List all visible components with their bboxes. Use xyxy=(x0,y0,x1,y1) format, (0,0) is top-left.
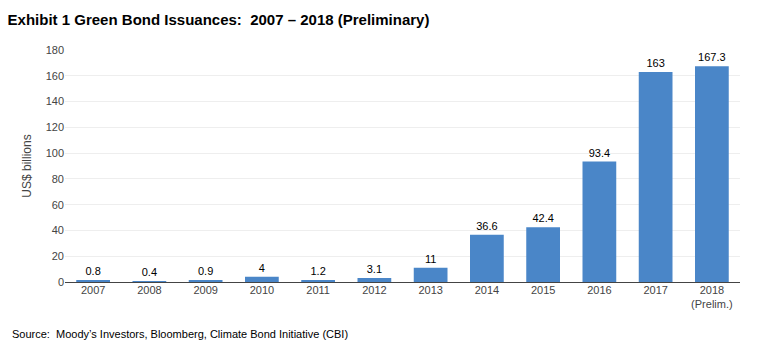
svg-text:2017: 2017 xyxy=(643,284,667,296)
svg-text:167.3: 167.3 xyxy=(698,51,726,63)
svg-text:2013: 2013 xyxy=(418,284,442,296)
svg-text:0: 0 xyxy=(58,276,64,288)
svg-text:20: 20 xyxy=(52,250,64,262)
svg-text:3.1: 3.1 xyxy=(367,263,382,275)
svg-text:120: 120 xyxy=(46,121,64,133)
svg-text:2010: 2010 xyxy=(250,284,274,296)
svg-text:2015: 2015 xyxy=(531,284,555,296)
svg-text:2014: 2014 xyxy=(475,284,499,296)
svg-text:4: 4 xyxy=(259,262,265,274)
svg-text:93.4: 93.4 xyxy=(589,147,610,159)
svg-text:2009: 2009 xyxy=(193,284,217,296)
svg-text:140: 140 xyxy=(46,95,64,107)
svg-text:80: 80 xyxy=(52,173,64,185)
svg-text:11: 11 xyxy=(425,253,436,265)
svg-text:40: 40 xyxy=(52,224,64,236)
svg-text:2012: 2012 xyxy=(362,284,386,296)
svg-text:160: 160 xyxy=(46,70,64,82)
svg-text:180: 180 xyxy=(46,44,64,56)
svg-text:100: 100 xyxy=(46,147,64,159)
svg-text:36.6: 36.6 xyxy=(476,220,497,232)
svg-text:42.4: 42.4 xyxy=(532,212,553,224)
svg-text:163: 163 xyxy=(646,57,664,69)
svg-text:2011: 2011 xyxy=(306,284,330,296)
svg-text:0.8: 0.8 xyxy=(85,265,100,277)
svg-text:0.9: 0.9 xyxy=(198,265,213,277)
svg-text:Source: Moody’s Investors, Bl: Source: Moody’s Investors, Bloomberg, Cl… xyxy=(12,328,348,340)
svg-text:2008: 2008 xyxy=(137,284,161,296)
svg-text:Exhibit 1 Green Bond Issuances: Exhibit 1 Green Bond Issuances: 2007 – 2… xyxy=(8,11,430,28)
svg-text:2016: 2016 xyxy=(587,284,611,296)
svg-text:2018(Prelim.): 2018(Prelim.) xyxy=(691,284,733,310)
svg-text:0.4: 0.4 xyxy=(142,266,157,278)
svg-text:60: 60 xyxy=(52,199,64,211)
svg-text:2007: 2007 xyxy=(81,284,105,296)
svg-text:1.2: 1.2 xyxy=(310,265,325,277)
svg-text:US$ billions: US$ billions xyxy=(20,134,34,197)
